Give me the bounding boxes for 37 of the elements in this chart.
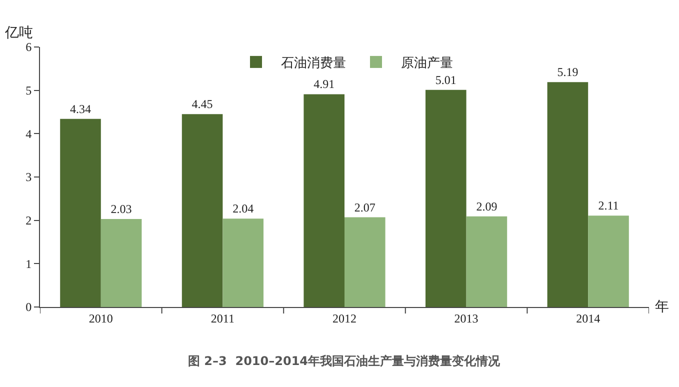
- y-tick-label: 1: [26, 256, 32, 271]
- data-label: 2.04: [232, 202, 254, 216]
- x-tick-label: 2010: [88, 311, 113, 326]
- legend-label: 石油消费量: [281, 56, 346, 72]
- x-tick-label: 2012: [332, 311, 356, 326]
- data-label: 2.09: [476, 199, 498, 214]
- legend-label: 原油产量: [401, 56, 453, 72]
- data-label: 4.34: [70, 102, 91, 116]
- bar: [100, 219, 142, 307]
- y-tick-label: 0: [26, 300, 32, 314]
- bar: [182, 114, 223, 307]
- data-label: 4.45: [192, 97, 213, 112]
- bar: [426, 90, 466, 307]
- x-tick-label: 2013: [454, 311, 478, 326]
- data-label: 4.91: [314, 77, 335, 92]
- data-label: 5.01: [435, 72, 456, 87]
- bar: [466, 216, 508, 307]
- y-axis-title: 亿吨: [4, 25, 33, 41]
- bar: [304, 94, 344, 307]
- y-tick-label: 4: [26, 126, 32, 141]
- x-tick-label: 2014: [576, 311, 600, 326]
- data-label: 5.19: [557, 65, 578, 80]
- data-label: 2.07: [354, 200, 376, 214]
- bar: [344, 217, 386, 307]
- y-tick-label: 2: [26, 214, 32, 228]
- y-tick-label: 6: [26, 40, 32, 54]
- y-tick-label: 5: [26, 84, 32, 98]
- data-label: 2.03: [110, 202, 132, 216]
- y-tick-label: 3: [26, 170, 32, 184]
- x-tick-label: 2011: [210, 311, 234, 326]
- data-label: 2.11: [598, 198, 619, 213]
- text: 图 2–3 2010–2014年我国石油生产量与消费量变化情况: [188, 354, 502, 368]
- bar: [588, 216, 629, 307]
- x-axis-title: 年: [655, 299, 669, 315]
- bar: [222, 218, 264, 307]
- bar: [60, 118, 101, 307]
- bar: [547, 82, 588, 307]
